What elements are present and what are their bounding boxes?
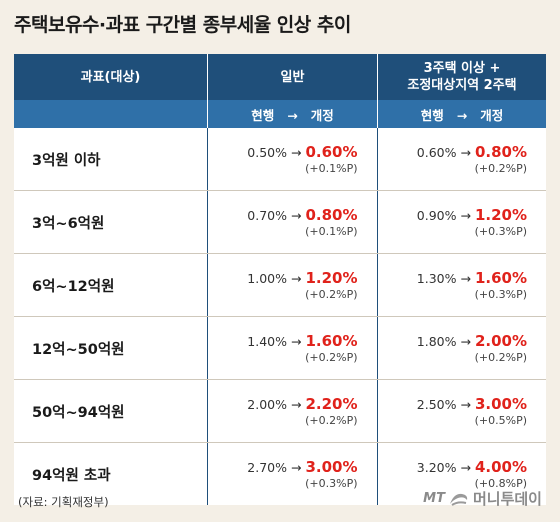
current-rate: 2.70% → (247, 460, 302, 475)
publisher-logo: MT 머니투데이 (423, 488, 542, 509)
rate-difference: (+0.2%P) (474, 351, 527, 364)
bracket-label: 6억~12억원 (32, 278, 115, 295)
table-row: 3억원 이하 0.50% → 0.60% (+0.1%P) 0.60% → 0.… (14, 128, 546, 190)
header-general: 일반 (207, 54, 377, 100)
rate-change: 2.70% → 3.00% (+0.3%P) (228, 458, 358, 490)
rate-difference: (+0.3%P) (474, 225, 527, 238)
revised-rate: 2.20% (305, 395, 358, 413)
header-bracket: 과표(대상) (80, 69, 141, 85)
multi-home-cell: 2.50% → 3.00% (+0.5%P) (377, 380, 546, 442)
tax-rate-table: 과표(대상) 일반 3주택 이상 + 조정대상지역 2주택 현행 → 개정 현행… (14, 54, 546, 505)
general-cell: 1.40% → 1.60% (+0.2%P) (207, 317, 377, 379)
rate-difference: (+0.5%P) (474, 414, 527, 427)
logo-icon (449, 493, 468, 506)
current-rate: 2.00% → (247, 397, 302, 412)
rate-difference: (+0.2%P) (305, 351, 358, 364)
revised-rate: 0.60% (305, 143, 358, 161)
revised-rate: 1.60% (305, 332, 358, 350)
bracket-label: 12억~50억원 (32, 341, 125, 358)
subheader-empty (14, 100, 207, 128)
table-row: 94억원 초과 2.70% → 3.00% (+0.3%P) 3.20% → 4… (14, 442, 546, 505)
revised-rate: 0.80% (474, 143, 527, 161)
current-rate: 0.60% → (416, 145, 471, 160)
rate-change: 2.50% → 3.00% (+0.5%P) (397, 395, 527, 427)
table-subheader: 현행 → 개정 현행 → 개정 (14, 100, 546, 128)
rate-change: 1.80% → 2.00% (+0.2%P) (397, 332, 527, 364)
revised-rate: 1.20% (474, 206, 527, 224)
current-rate: 1.30% → (416, 271, 471, 286)
general-cell: 0.70% → 0.80% (+0.1%P) (207, 191, 377, 253)
revised-rate: 2.00% (474, 332, 527, 350)
table-row: 12억~50억원 1.40% → 1.60% (+0.2%P) 1.80% → … (14, 316, 546, 379)
rate-difference: (+0.3%P) (474, 288, 527, 301)
table-row: 6억~12억원 1.00% → 1.20% (+0.2%P) 1.30% → 1… (14, 253, 546, 316)
logo-name: 머니투데이 (472, 490, 542, 508)
general-cell: 0.50% → 0.60% (+0.1%P) (207, 128, 377, 190)
current-rate: 3.20% → (416, 460, 471, 475)
rate-difference: (+0.2%P) (305, 414, 358, 427)
current-rate: 1.40% → (247, 334, 302, 349)
header-multi-home-line2: 조정대상지역 2주택 (407, 78, 517, 93)
general-cell: 2.00% → 2.20% (+0.2%P) (207, 380, 377, 442)
logo-mt: MT (423, 491, 445, 506)
source-note: (자료: 기획재정부) (18, 495, 109, 509)
multi-home-cell: 0.60% → 0.80% (+0.2%P) (377, 128, 546, 190)
table-header: 과표(대상) 일반 3주택 이상 + 조정대상지역 2주택 (14, 54, 546, 100)
rate-change: 0.70% → 0.80% (+0.1%P) (228, 206, 358, 238)
table-row: 50억~94억원 2.00% → 2.20% (+0.2%P) 2.50% → … (14, 379, 546, 442)
multi-home-cell: 3.20% → 4.00% (+0.8%P) (377, 443, 546, 505)
revised-rate: 3.00% (305, 458, 358, 476)
rate-difference: (+0.1%P) (305, 162, 358, 175)
general-cell: 2.70% → 3.00% (+0.3%P) (207, 443, 377, 505)
subheader-multi-home: 현행 → 개정 (377, 100, 546, 128)
bracket-label: 94억원 초과 (32, 467, 111, 484)
rate-change: 0.60% → 0.80% (+0.2%P) (397, 143, 527, 175)
multi-home-cell: 1.30% → 1.60% (+0.3%P) (377, 254, 546, 316)
revised-rate: 0.80% (305, 206, 358, 224)
rate-change: 1.40% → 1.60% (+0.2%P) (228, 332, 358, 364)
rate-change: 0.50% → 0.60% (+0.1%P) (228, 143, 358, 175)
rate-difference: (+0.2%P) (474, 162, 527, 175)
current-rate: 2.50% → (416, 397, 471, 412)
revised-rate: 3.00% (474, 395, 527, 413)
rate-change: 2.00% → 2.20% (+0.2%P) (228, 395, 358, 427)
current-rate: 0.90% → (416, 208, 471, 223)
page-title: 주택보유수·과표 구간별 종부세율 인상 추이 (14, 14, 351, 36)
header-multi-home-line1: 3주택 이상 + (423, 61, 501, 76)
table-body: 3억원 이하 0.50% → 0.60% (+0.1%P) 0.60% → 0.… (14, 128, 546, 505)
rate-difference: (+0.2%P) (305, 288, 358, 301)
current-rate: 1.00% → (247, 271, 302, 286)
multi-home-cell: 1.80% → 2.00% (+0.2%P) (377, 317, 546, 379)
general-cell: 1.00% → 1.20% (+0.2%P) (207, 254, 377, 316)
rate-change: 1.30% → 1.60% (+0.3%P) (397, 269, 527, 301)
rate-difference: (+0.3%P) (305, 477, 358, 490)
bracket-label: 3억~6억원 (32, 215, 105, 232)
bracket-label: 3억원 이하 (32, 152, 101, 169)
header-multi-home: 3주택 이상 + 조정대상지역 2주택 (377, 54, 546, 100)
revised-rate: 1.60% (474, 269, 527, 287)
current-rate: 1.80% → (416, 334, 471, 349)
current-rate: 0.70% → (247, 208, 302, 223)
revised-rate: 1.20% (305, 269, 358, 287)
rate-difference: (+0.8%P) (474, 477, 527, 490)
rate-difference: (+0.1%P) (305, 225, 358, 238)
subheader-general: 현행 → 개정 (207, 100, 377, 128)
bracket-label: 50억~94억원 (32, 404, 125, 421)
table-row: 3억~6억원 0.70% → 0.80% (+0.1%P) 0.90% → 1.… (14, 190, 546, 253)
rate-change: 1.00% → 1.20% (+0.2%P) (228, 269, 358, 301)
current-rate: 0.50% → (247, 145, 302, 160)
rate-change: 3.20% → 4.00% (+0.8%P) (397, 458, 527, 490)
revised-rate: 4.00% (474, 458, 527, 476)
rate-change: 0.90% → 1.20% (+0.3%P) (397, 206, 527, 238)
multi-home-cell: 0.90% → 1.20% (+0.3%P) (377, 191, 546, 253)
